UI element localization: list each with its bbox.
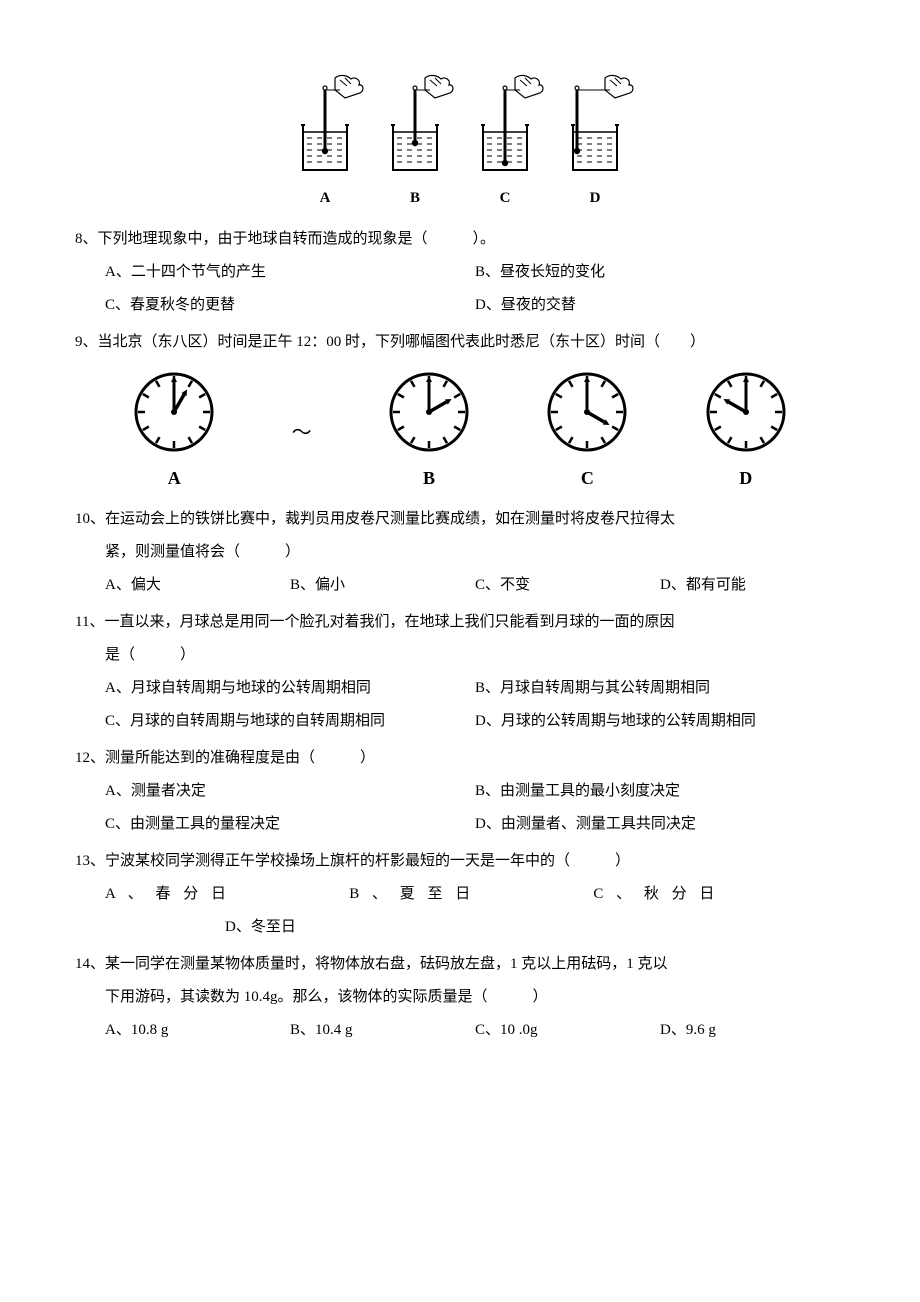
clock-svg-d — [701, 367, 791, 457]
clock-label-d: D — [739, 459, 752, 499]
q11-opt-d: D、月球的公转周期与地球的公转周期相同 — [475, 705, 845, 738]
q12-opt-d: D、由测量者、测量工具共同决定 — [475, 808, 845, 841]
clock-d: D — [701, 367, 791, 499]
clock-figure-row: A ～ B C D — [95, 367, 825, 499]
beaker-a: A — [285, 70, 365, 215]
beaker-svg-d — [555, 70, 635, 180]
q14-opt-c: C、10 .0g — [475, 1014, 660, 1047]
q8-opt-a: A、二十四个节气的产生 — [105, 256, 475, 289]
q13-opt-a: A 、 春 分 日 — [105, 878, 349, 911]
clock-c: C — [542, 367, 632, 499]
q11-cont: 是（ ） — [75, 639, 845, 672]
beaker-label-b: B — [410, 182, 420, 215]
beaker-c: C — [465, 70, 545, 215]
tilde-mark: ～ — [292, 411, 312, 455]
q13-opt-b: B 、 夏 至 日 — [349, 878, 593, 911]
q11-opt-c: C、月球的自转周期与地球的自转周期相同 — [105, 705, 475, 738]
q13-opt-c: C 、 秋 分 日 — [593, 878, 837, 911]
q10-opt-b: B、偏小 — [290, 569, 475, 602]
question-11: 11、一直以来，月球总是用同一个脸孔对着我们，在地球上我们只能看到月球的一面的原… — [75, 606, 845, 738]
q8-opt-b: B、昼夜长短的变化 — [475, 256, 845, 289]
q12-opt-b: B、由测量工具的最小刻度决定 — [475, 775, 845, 808]
question-12: 12、测量所能达到的准确程度是由（ ） A、测量者决定 B、由测量工具的最小刻度… — [75, 742, 845, 841]
question-14: 14、某一同学在测量某物体质量时，将物体放右盘，砝码放左盘，1 克以上用砝码，1… — [75, 948, 845, 1047]
q10-opt-a: A、偏大 — [105, 569, 290, 602]
beaker-svg-a — [285, 70, 365, 180]
q10-opt-c: C、不变 — [475, 569, 660, 602]
question-10: 10、在运动会上的铁饼比赛中，裁判员用皮卷尺测量比赛成绩，如在测量时将皮卷尺拉得… — [75, 503, 845, 602]
q8-opt-d: D、昼夜的交替 — [475, 289, 845, 322]
q14-opt-a: A、10.8 g — [105, 1014, 290, 1047]
beaker-b: B — [375, 70, 455, 215]
clock-b: B — [384, 367, 474, 499]
clock-label-c: C — [581, 459, 594, 499]
q10-opt-d: D、都有可能 — [660, 569, 845, 602]
question-9: 9、当北京（东八区）时间是正午 12：00 时，下列哪幅图代表此时悉尼（东十区）… — [75, 326, 845, 499]
clock-svg-c — [542, 367, 632, 457]
beaker-figure-row: A B C D — [75, 70, 845, 215]
beaker-svg-c — [465, 70, 545, 180]
beaker-label-d: D — [590, 182, 601, 215]
beaker-d: D — [555, 70, 635, 215]
q10-stem: 10、在运动会上的铁饼比赛中，裁判员用皮卷尺测量比赛成绩，如在测量时将皮卷尺拉得… — [75, 503, 845, 536]
q8-opt-c: C、春夏秋冬的更替 — [105, 289, 475, 322]
q10-cont: 紧，则测量值将会（ ） — [75, 536, 845, 569]
q13-opt-d: D、冬至日 — [75, 911, 845, 944]
beaker-label-a: A — [320, 182, 331, 215]
beaker-label-c: C — [500, 182, 511, 215]
q12-opt-c: C、由测量工具的量程决定 — [105, 808, 475, 841]
q14-stem: 14、某一同学在测量某物体质量时，将物体放右盘，砝码放左盘，1 克以上用砝码，1… — [75, 948, 845, 981]
q12-opt-a: A、测量者决定 — [105, 775, 475, 808]
q8-stem: 8、下列地理现象中，由于地球自转而造成的现象是（ ）。 — [75, 223, 845, 256]
question-13: 13、宁波某校同学测得正午学校操场上旗杆的杆影最短的一天是一年中的（ ） A 、… — [75, 845, 845, 944]
clock-label-a: A — [168, 459, 181, 499]
q14-opt-d: D、9.6 g — [660, 1014, 845, 1047]
clock-label-b: B — [423, 459, 435, 499]
question-8: 8、下列地理现象中，由于地球自转而造成的现象是（ ）。 A、二十四个节气的产生 … — [75, 223, 845, 322]
q9-stem: 9、当北京（东八区）时间是正午 12：00 时，下列哪幅图代表此时悉尼（东十区）… — [75, 326, 845, 359]
clock-svg-b — [384, 367, 474, 457]
clock-a: A — [129, 367, 219, 499]
q11-opt-b: B、月球自转周期与其公转周期相同 — [475, 672, 845, 705]
q11-stem: 11、一直以来，月球总是用同一个脸孔对着我们，在地球上我们只能看到月球的一面的原… — [75, 606, 845, 639]
q12-stem: 12、测量所能达到的准确程度是由（ ） — [75, 742, 845, 775]
q13-stem: 13、宁波某校同学测得正午学校操场上旗杆的杆影最短的一天是一年中的（ ） — [75, 845, 845, 878]
q14-cont: 下用游码，其读数为 10.4g。那么，该物体的实际质量是（ ） — [75, 981, 845, 1014]
clock-svg-a — [129, 367, 219, 457]
q11-opt-a: A、月球自转周期与地球的公转周期相同 — [105, 672, 475, 705]
q14-opt-b: B、10.4 g — [290, 1014, 475, 1047]
beaker-svg-b — [375, 70, 455, 180]
